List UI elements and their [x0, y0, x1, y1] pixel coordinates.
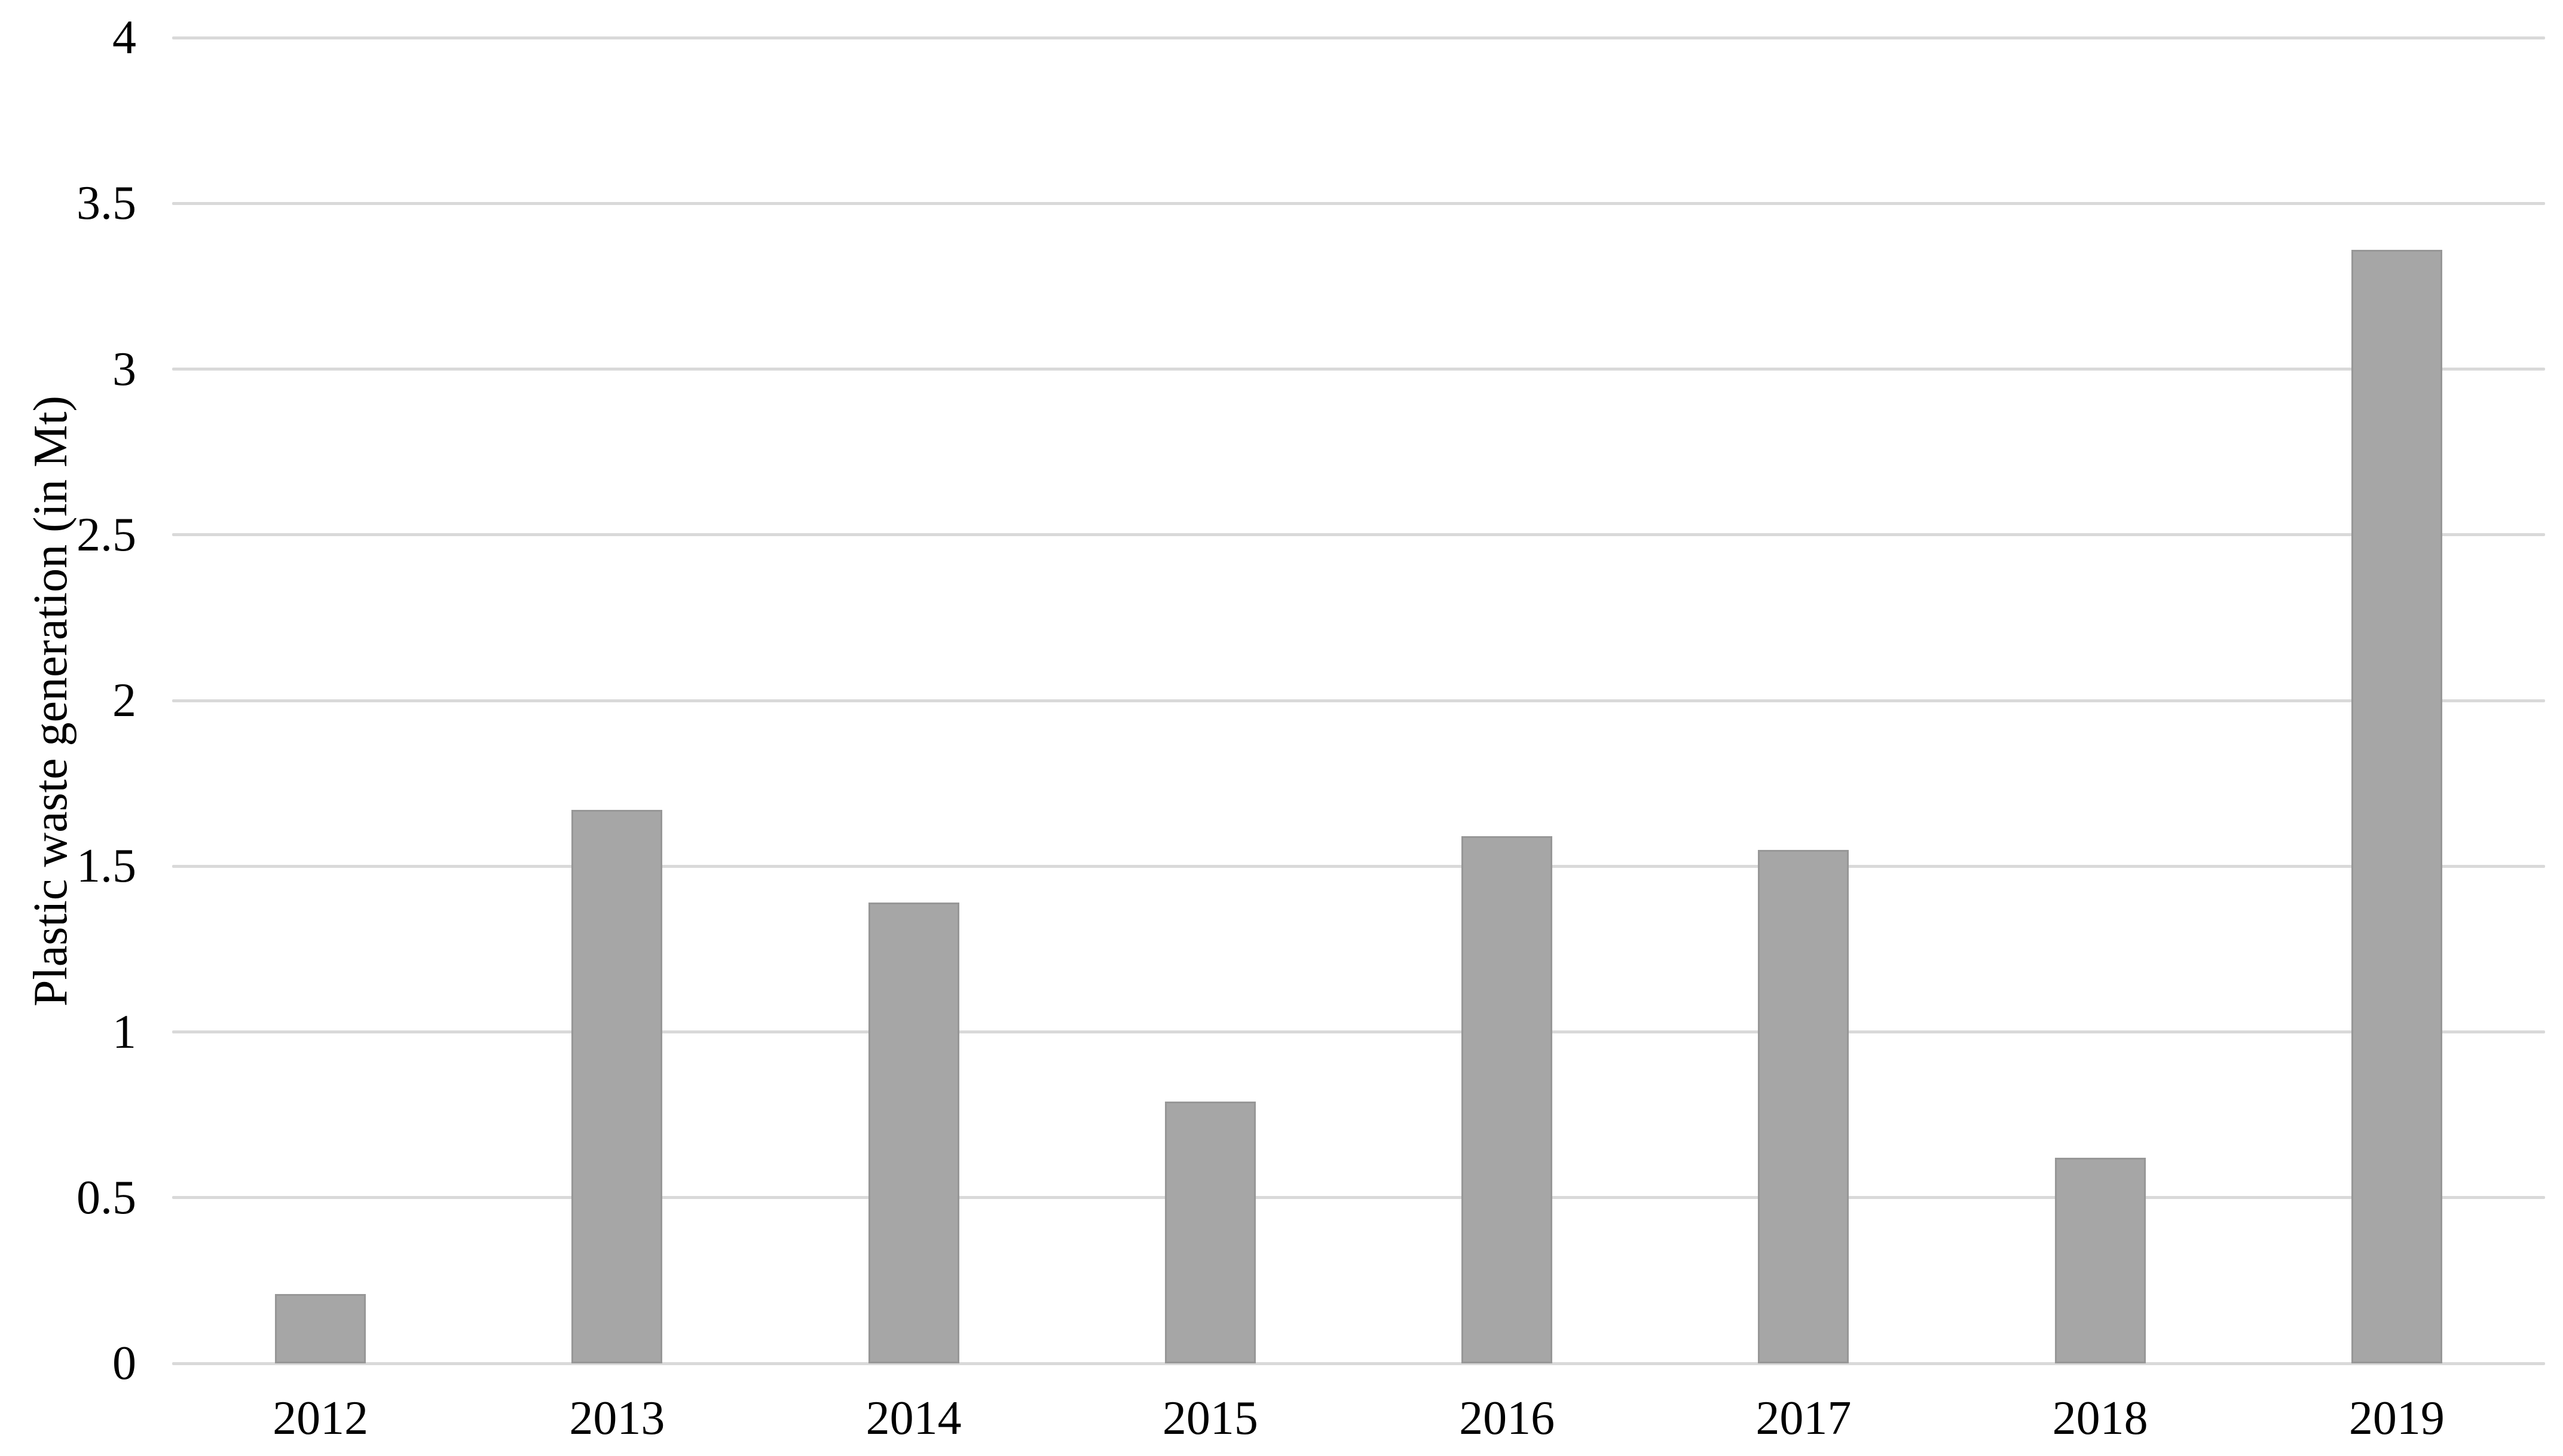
gridline-0 — [172, 1362, 2545, 1365]
x-tick-label-2015: 2015 — [1162, 1392, 1258, 1445]
x-tick-label-2017: 2017 — [1755, 1392, 1852, 1445]
y-tick-label-2.5: 2.5 — [77, 508, 136, 561]
gridline-0.5 — [172, 1196, 2545, 1200]
gridline-1.5 — [172, 864, 2545, 868]
gridline-3 — [172, 368, 2545, 371]
bar-2016 — [1461, 836, 1553, 1363]
bar-2015 — [1164, 1101, 1256, 1363]
y-tick-label-3.5: 3.5 — [77, 177, 136, 230]
x-tick-label-2018: 2018 — [2052, 1392, 2148, 1445]
y-tick-label-2: 2 — [112, 674, 136, 727]
gridline-2 — [172, 699, 2545, 702]
gridline-4 — [172, 36, 2545, 39]
y-tick-label-4: 4 — [112, 11, 136, 64]
gridline-3.5 — [172, 201, 2545, 205]
gridline-2.5 — [172, 533, 2545, 537]
gridline-1 — [172, 1030, 2545, 1033]
y-tick-label-0: 0 — [112, 1337, 136, 1390]
bar-2012 — [275, 1293, 366, 1363]
bar-2018 — [2054, 1158, 2146, 1363]
y-tick-label-3: 3 — [112, 342, 136, 396]
x-tick-label-2016: 2016 — [1459, 1392, 1555, 1445]
bar-2014 — [868, 903, 959, 1363]
y-tick-label-0.5: 0.5 — [77, 1171, 136, 1224]
bar-2017 — [1758, 849, 1849, 1363]
bar-2013 — [571, 809, 663, 1363]
bar-2019 — [2351, 249, 2442, 1363]
x-tick-label-2012: 2012 — [273, 1392, 369, 1445]
x-tick-label-2019: 2019 — [2348, 1392, 2445, 1445]
y-tick-label-1: 1 — [112, 1005, 136, 1059]
y-tick-label-1.5: 1.5 — [77, 840, 136, 893]
x-tick-label-2014: 2014 — [865, 1392, 962, 1445]
x-tick-label-2013: 2013 — [569, 1392, 665, 1445]
